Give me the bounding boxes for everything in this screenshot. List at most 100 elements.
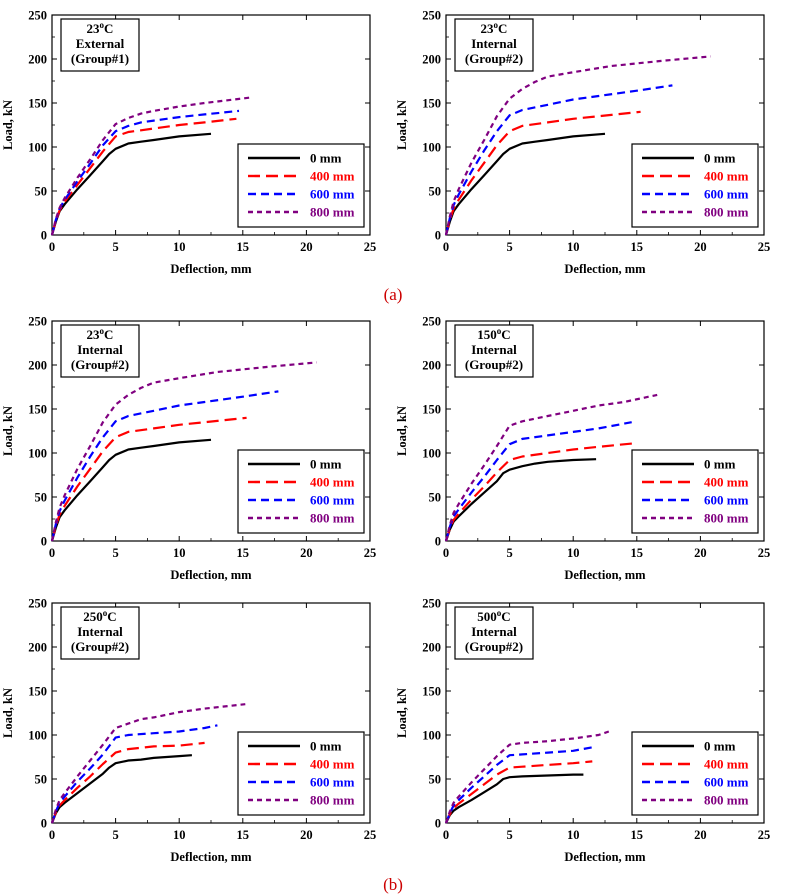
temperature-unit: C — [501, 609, 510, 624]
x-tick-label: 15 — [237, 240, 250, 254]
legend-label: 0 mm — [704, 151, 736, 166]
y-axis-label: Load, kN — [1, 406, 15, 456]
legend-label: 400 mm — [310, 757, 355, 772]
legend-label: 600 mm — [704, 775, 749, 790]
caption-a: (a) — [384, 285, 403, 304]
y-tick-label: 50 — [35, 773, 48, 787]
y-axis-label: Load, kN — [395, 688, 409, 738]
y-tick-label: 200 — [28, 641, 47, 655]
inset-temperature: 150oC — [477, 326, 510, 342]
x-tick-label: 25 — [364, 546, 377, 560]
legend-label: 800 mm — [310, 793, 355, 808]
x-tick-label: 15 — [631, 828, 644, 842]
y-tick-label: 0 — [435, 229, 441, 243]
inset-group: (Group#2) — [465, 639, 523, 654]
y-tick-label: 200 — [422, 53, 441, 67]
x-tick-label: 15 — [237, 546, 250, 560]
y-tick-label: 250 — [422, 315, 441, 329]
temperature-value: 250 — [83, 609, 103, 624]
x-tick-label: 5 — [506, 828, 512, 842]
series-line-0-mm — [444, 458, 597, 542]
legend-label: 400 mm — [704, 757, 749, 772]
series-line-400-mm — [444, 442, 635, 542]
degree-superscript: o — [100, 20, 105, 30]
temperature-value: 500 — [477, 609, 497, 624]
y-tick-label: 0 — [435, 535, 441, 549]
x-tick-label: 20 — [694, 828, 707, 842]
legend-label: 0 mm — [310, 739, 342, 754]
y-tick-label: 250 — [28, 9, 47, 23]
legend-label: 600 mm — [704, 493, 749, 508]
y-tick-label: 100 — [28, 729, 47, 743]
inset-group: (Group#2) — [465, 51, 523, 66]
temperature-unit: C — [104, 21, 113, 36]
inset-box — [454, 324, 534, 378]
y-tick-label: 250 — [422, 597, 441, 611]
x-tick-label: 15 — [237, 828, 250, 842]
y-axis-label: Load, kN — [395, 100, 409, 150]
temperature-unit: C — [501, 327, 510, 342]
x-tick-label: 15 — [631, 240, 644, 254]
degree-superscript: o — [100, 326, 105, 336]
y-tick-label: 200 — [422, 641, 441, 655]
y-tick-label: 200 — [28, 359, 47, 373]
inset-temperature: 500oC — [477, 608, 510, 624]
inset-temperature: 23oC — [87, 20, 114, 36]
y-tick-label: 150 — [422, 403, 441, 417]
inset-position: Internal — [471, 624, 517, 639]
inset-position: Internal — [77, 624, 123, 639]
legend-label: 400 mm — [704, 475, 749, 490]
x-axis-label: Deflection, mm — [170, 568, 252, 582]
legend-label: 400 mm — [310, 475, 355, 490]
series-line-0-mm — [50, 754, 192, 824]
caption-b: (b) — [383, 875, 403, 894]
y-tick-label: 100 — [422, 729, 441, 743]
temperature-unit: C — [104, 327, 113, 342]
legend-label: 0 mm — [704, 457, 736, 472]
series-line-0-mm — [50, 438, 212, 542]
y-tick-label: 0 — [435, 817, 441, 831]
legend-label: 600 mm — [310, 493, 355, 508]
x-tick-label: 5 — [112, 828, 118, 842]
x-tick-label: 10 — [173, 828, 186, 842]
x-tick-label: 25 — [758, 828, 771, 842]
series-line-800-mm — [444, 730, 610, 824]
x-tick-label: 25 — [758, 546, 771, 560]
series-line-600-mm — [50, 724, 218, 824]
y-tick-label: 100 — [28, 447, 47, 461]
series-line-600-mm — [444, 746, 593, 824]
x-tick-label: 20 — [300, 240, 313, 254]
legend-label: 600 mm — [704, 187, 749, 202]
inset-temperature: 23oC — [481, 20, 508, 36]
y-axis-label: Load, kN — [395, 406, 409, 456]
series-line-800-mm — [50, 703, 246, 824]
legend-label: 800 mm — [704, 511, 749, 526]
x-axis-label: Deflection, mm — [170, 850, 252, 864]
y-tick-label: 250 — [28, 315, 47, 329]
x-tick-label: 10 — [173, 240, 186, 254]
temperature-unit: C — [498, 21, 507, 36]
legend-label: 600 mm — [310, 187, 355, 202]
legend-label: 0 mm — [310, 151, 342, 166]
y-tick-label: 100 — [422, 141, 441, 155]
series-line-400-mm — [50, 117, 237, 236]
x-tick-label: 0 — [49, 240, 55, 254]
y-tick-label: 200 — [422, 359, 441, 373]
series-line-600-mm — [444, 84, 673, 236]
series-line-800-mm — [444, 393, 658, 542]
y-tick-label: 50 — [429, 185, 442, 199]
y-axis-label: Load, kN — [1, 688, 15, 738]
degree-superscript: o — [103, 608, 108, 618]
legend-label: 0 mm — [310, 457, 342, 472]
degree-superscript: o — [497, 608, 502, 618]
inset-box — [60, 324, 140, 378]
y-tick-label: 150 — [422, 97, 441, 111]
series-line-400-mm — [444, 110, 641, 236]
legend-label: 800 mm — [704, 793, 749, 808]
